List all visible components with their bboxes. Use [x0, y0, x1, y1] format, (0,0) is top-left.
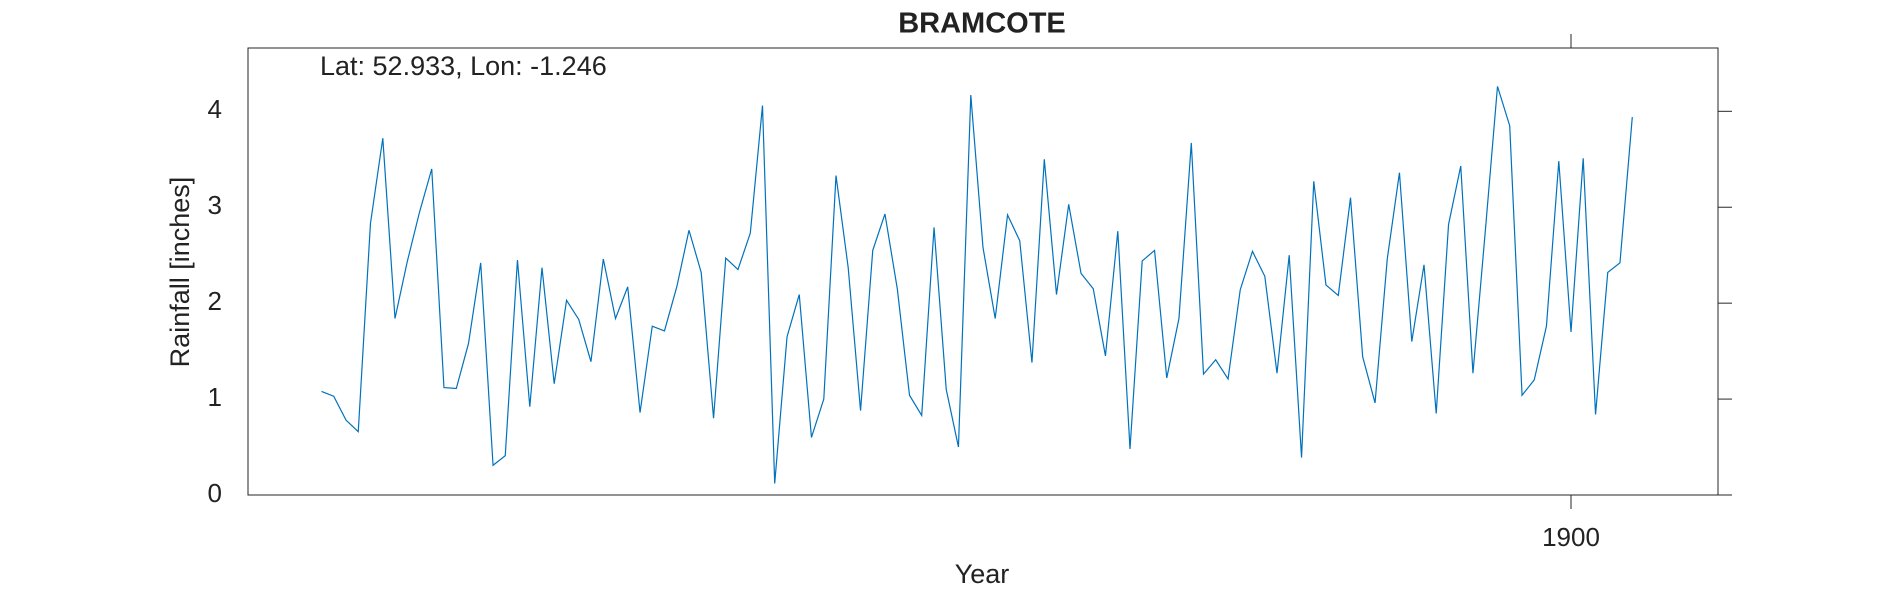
y-tick-label: 3 — [208, 190, 222, 220]
y-axis-label: Rainfall [inches] — [165, 177, 195, 368]
plot-frame — [247, 47, 1719, 496]
y-tick-label: 0 — [208, 478, 222, 508]
y-tick-label: 1 — [208, 382, 222, 412]
y-tick-label: 4 — [208, 94, 222, 124]
annotation: Lat: 52.933, Lon: -1.246 — [320, 51, 607, 81]
x-tick-label: 1900 — [1542, 522, 1600, 552]
y-tick-label: 2 — [208, 286, 222, 316]
chart-title: BRAMCOTE — [898, 8, 1066, 40]
x-axis-label: Year — [955, 559, 1010, 589]
data-line — [321, 86, 1633, 484]
